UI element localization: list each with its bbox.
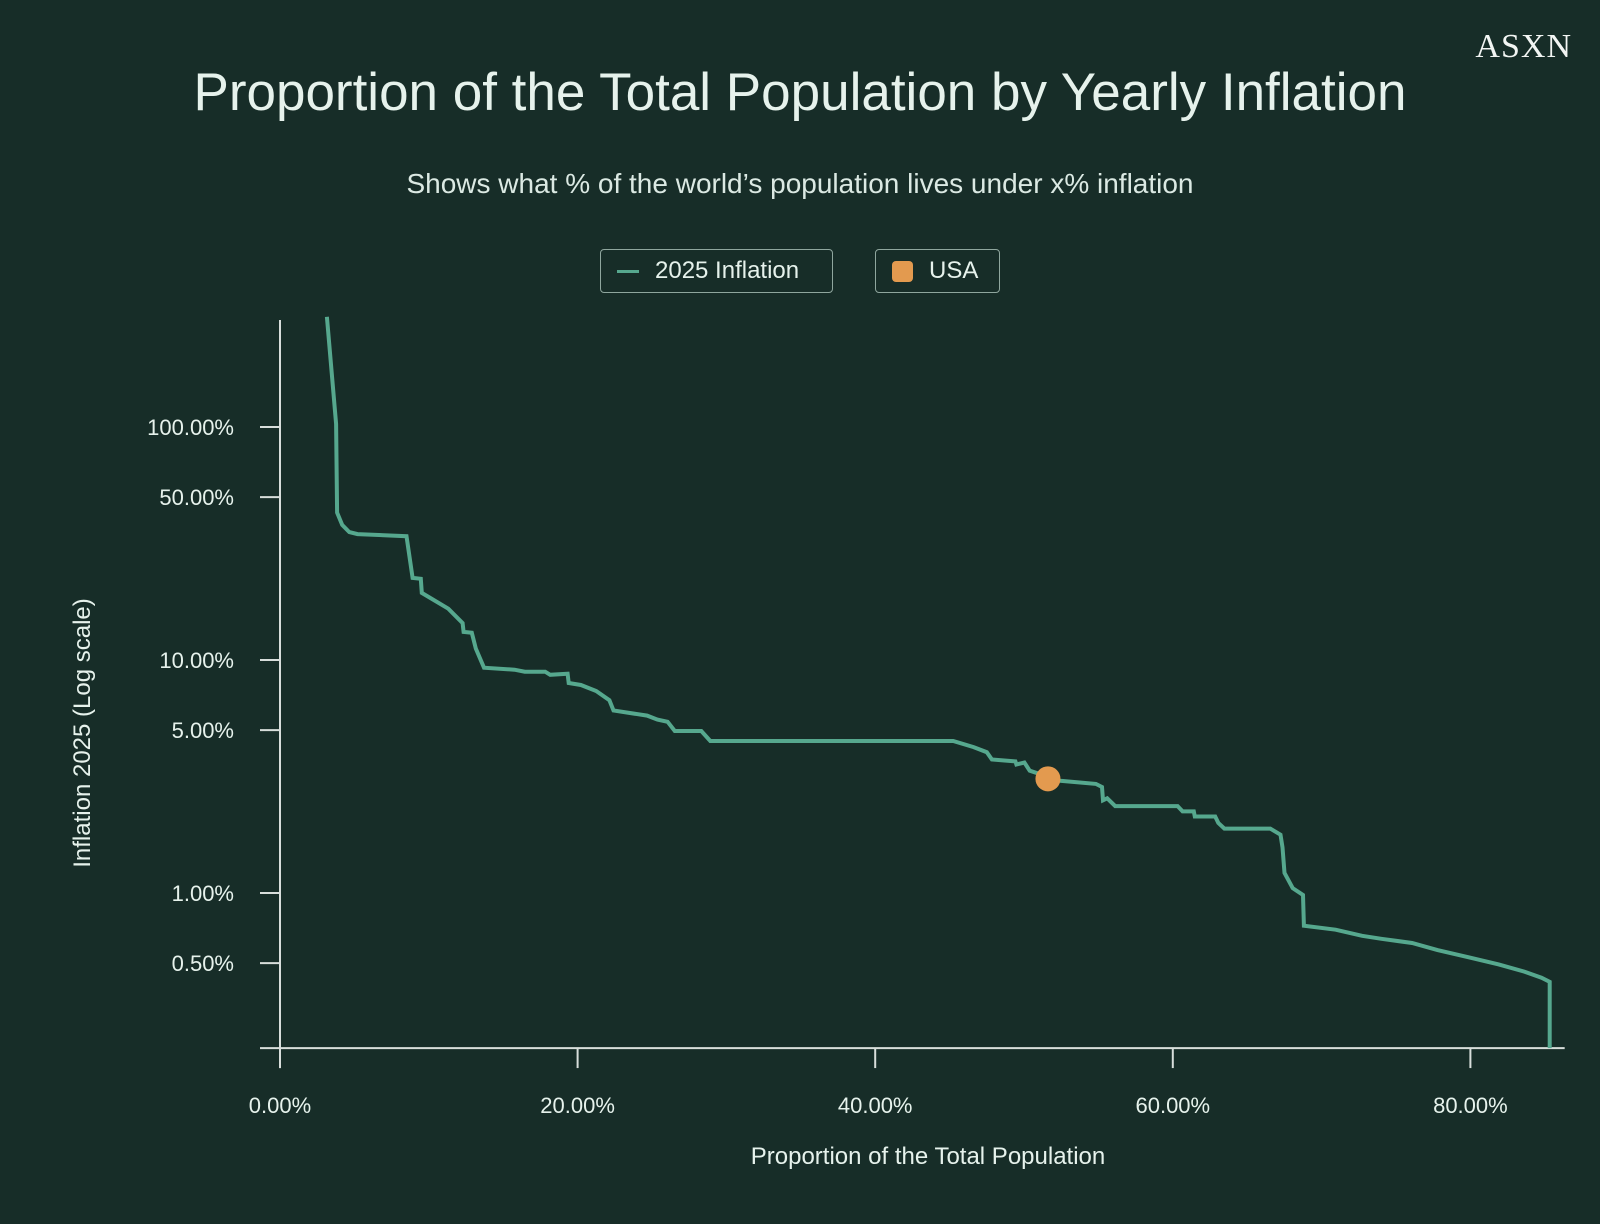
y-tick-label: 100.00% [147, 415, 234, 440]
y-tick-label: 10.00% [159, 648, 234, 673]
x-tick-label: 20.00% [540, 1093, 615, 1118]
asxn-logo: ASXN [1475, 28, 1572, 65]
x-tick-label: 60.00% [1135, 1093, 1210, 1118]
chart-title: Proportion of the Total Population by Ye… [193, 63, 1407, 122]
legend-label: USA [929, 257, 979, 284]
y-tick-label: 5.00% [172, 718, 234, 743]
x-axis-title: Proportion of the Total Population [751, 1143, 1105, 1170]
y-tick-label: 1.00% [172, 881, 234, 906]
legend-item-usa[interactable]: USA [875, 249, 1000, 293]
legend-item-2025-inflation[interactable]: 2025 Inflation [600, 249, 833, 293]
inflation-line [324, 316, 1552, 1049]
y-tick-label: 0.50% [172, 951, 234, 976]
dot-swatch-icon [892, 260, 913, 282]
usa-point [1035, 766, 1061, 792]
y-axis-title: Inflation 2025 (Log scale) [69, 598, 96, 868]
line-swatch-icon [617, 269, 639, 273]
chart-subtitle: Shows what % of the world’s population l… [406, 168, 1194, 199]
y-tick-label: 50.00% [159, 485, 234, 510]
x-tick-label: 0.00% [249, 1093, 311, 1118]
x-tick-label: 80.00% [1433, 1093, 1508, 1118]
legend-label: 2025 Inflation [655, 257, 800, 284]
x-tick-label: 40.00% [838, 1093, 913, 1118]
